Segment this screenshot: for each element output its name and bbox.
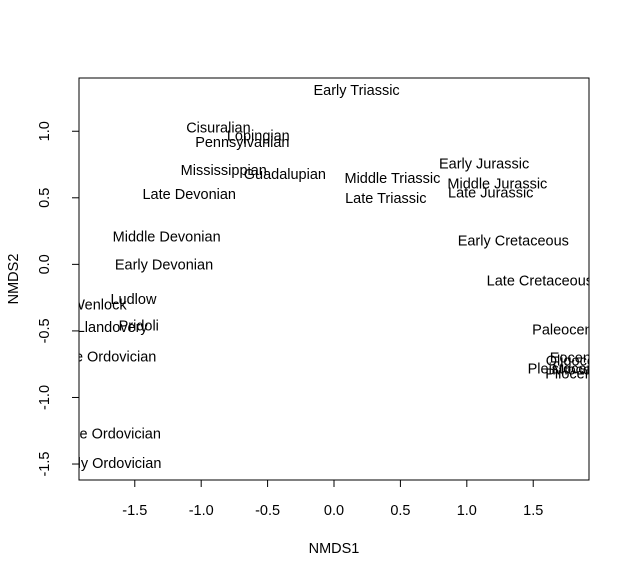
y-tick-label: 0.0	[37, 254, 53, 274]
point-label: Late Triassic	[345, 191, 426, 207]
point-label: Early Devonian	[115, 258, 213, 274]
point-label: Guadalupian	[244, 167, 326, 183]
point-label: Mississippian	[181, 163, 267, 179]
point-label: Late Devonian	[142, 187, 236, 203]
y-tick-label: -1.5	[37, 452, 53, 477]
point-label: Cisuralian	[186, 120, 250, 136]
x-axis: -1.5 -1.0 -0.5 0.0 0.5 1.0 1.5	[122, 479, 543, 519]
point-label: Llandovery	[77, 320, 149, 336]
point-label: Early Ordovician	[55, 456, 161, 472]
y-tick-label: 0.5	[37, 188, 53, 208]
point-label: Eocene	[550, 351, 599, 367]
x-axis-title: NMDS1	[309, 541, 360, 557]
point-label: Paleocene	[532, 323, 601, 339]
points-layer: Early Triassic CisuralianLopingianPennsyl…	[45, 83, 611, 472]
point-label: Middle Devonian	[113, 230, 221, 246]
point-label: Middle Triassic	[344, 171, 440, 187]
point-label: Ludlow	[110, 292, 156, 308]
point-label: Pennsylvanian	[195, 135, 289, 151]
x-tick-label: -1.5	[122, 503, 147, 519]
y-tick-label: 1.0	[37, 121, 53, 141]
point-label: Late Ordovician	[55, 349, 157, 365]
y-tick-label: -0.5	[37, 318, 53, 343]
point-label: Late Jurassic	[448, 186, 533, 202]
point-label: Pliocene	[545, 367, 601, 383]
point-label: Middle Ordovician	[45, 427, 161, 443]
point-label: Middle Jurassic	[447, 176, 547, 192]
point-label: Wenlock	[71, 297, 127, 313]
x-tick-label: -1.0	[189, 503, 214, 519]
x-tick-label: 1.5	[523, 503, 543, 519]
x-tick-label: 0.0	[324, 503, 344, 519]
point-label: Late Cretaceous	[487, 273, 593, 289]
y-tick-label: -1.0	[37, 385, 53, 410]
y-axis-title: NMDS2	[6, 254, 22, 305]
y-axis: -1.5 -1.0 -0.5 0.0 0.5 1.0	[37, 121, 80, 477]
point-label: Early Triassic	[313, 83, 399, 99]
x-tick-label: 0.5	[390, 503, 410, 519]
point-label: Oligocene	[546, 353, 611, 369]
point-label: Pridoli	[119, 319, 159, 335]
point-label: Miocene	[552, 363, 607, 379]
x-tick-label: -0.5	[255, 503, 280, 519]
point-label: Early Cretaceous	[458, 234, 569, 250]
point-label: Pleistocene	[528, 361, 603, 377]
x-tick-label: 1.0	[457, 503, 477, 519]
point-label: Lopingian	[227, 128, 290, 144]
point-label: Early Jurassic	[439, 156, 529, 172]
